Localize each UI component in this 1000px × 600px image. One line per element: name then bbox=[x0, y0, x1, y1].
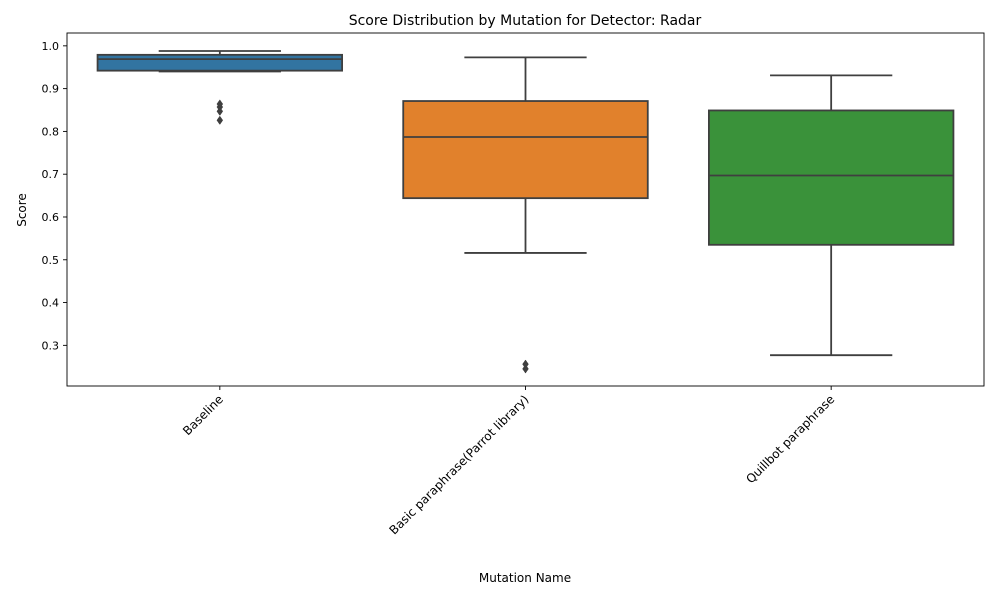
y-axis: 0.3 0.4 0.5 0.6 0.7 0.8 0.9 1.0 bbox=[42, 40, 67, 352]
y-axis-label: Score bbox=[15, 193, 29, 227]
y-tick-label: 0.7 bbox=[42, 168, 60, 181]
y-tick-label: 0.9 bbox=[42, 83, 60, 96]
y-tick-label: 1.0 bbox=[42, 40, 60, 53]
x-axis: Baseline Basic paraphrase(Parrot library)… bbox=[180, 386, 837, 537]
x-tick-label: Baseline bbox=[180, 392, 226, 438]
x-axis-label: Mutation Name bbox=[479, 571, 571, 585]
y-tick-label: 0.5 bbox=[42, 254, 60, 267]
box-group bbox=[402, 56, 649, 374]
outlier-point bbox=[216, 99, 224, 109]
outlier-point bbox=[216, 115, 224, 125]
box-iqr bbox=[708, 109, 955, 246]
y-tick-label: 0.4 bbox=[42, 297, 60, 310]
x-tick-label: Basic paraphrase(Parrot library) bbox=[386, 392, 531, 537]
chart-title: Score Distribution by Mutation for Detec… bbox=[349, 13, 702, 29]
box-iqr bbox=[402, 100, 649, 200]
box-group bbox=[708, 74, 955, 357]
y-tick-label: 0.8 bbox=[42, 125, 60, 138]
y-tick-label: 0.3 bbox=[42, 339, 60, 352]
box-iqr bbox=[96, 53, 344, 72]
outlier-point bbox=[522, 359, 529, 369]
x-tick-label: Quillbot paraphrase bbox=[743, 392, 837, 486]
plot-area bbox=[96, 50, 955, 374]
y-tick-label: 0.6 bbox=[42, 211, 60, 224]
box-group bbox=[96, 50, 344, 125]
outlier-point bbox=[522, 364, 529, 374]
